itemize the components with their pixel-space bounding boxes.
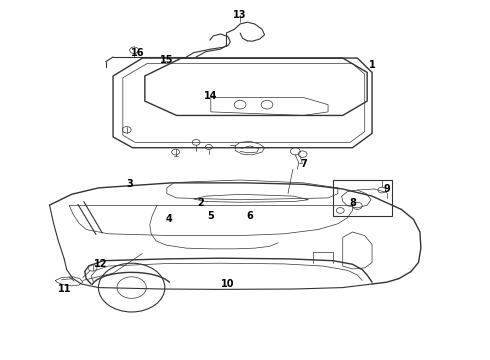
Text: 13: 13 [233,10,247,20]
Text: 3: 3 [127,179,134,189]
Text: 10: 10 [221,279,235,289]
Text: 5: 5 [207,211,214,221]
Text: 9: 9 [383,184,390,194]
Bar [333,180,392,216]
Text: 11: 11 [57,284,71,294]
Text: 2: 2 [197,198,204,208]
Text: 16: 16 [131,48,144,58]
Text: 6: 6 [246,211,253,221]
Text: 12: 12 [94,259,108,269]
Text: 15: 15 [160,55,173,65]
Text: 1: 1 [368,60,375,70]
Text: 14: 14 [204,91,218,101]
Text: 8: 8 [349,198,356,208]
Text: 7: 7 [300,159,307,169]
Text: 4: 4 [166,215,172,224]
